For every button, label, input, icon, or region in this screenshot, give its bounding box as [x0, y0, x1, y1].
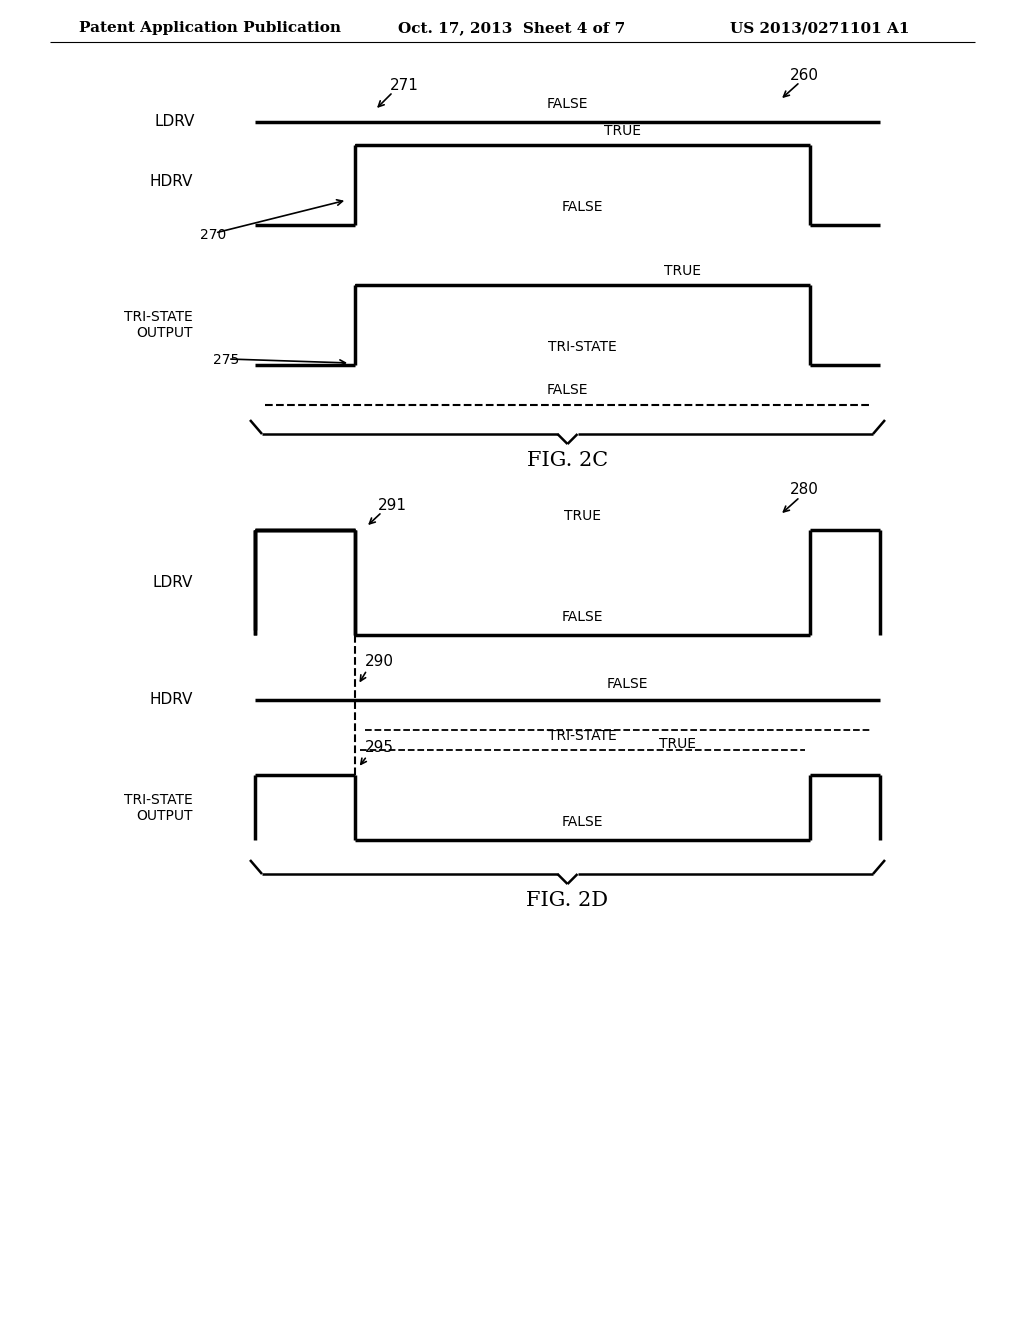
Text: 290: 290: [365, 655, 394, 669]
Text: LDRV: LDRV: [155, 115, 195, 129]
Text: TRI-STATE: TRI-STATE: [548, 729, 616, 743]
Text: FIG. 2D: FIG. 2D: [526, 891, 608, 909]
Text: TRUE: TRUE: [659, 737, 696, 751]
Text: TRI-STATE: TRI-STATE: [124, 310, 193, 323]
Text: 271: 271: [390, 78, 419, 92]
Text: 291: 291: [378, 498, 407, 512]
Text: TRUE: TRUE: [664, 264, 701, 279]
Text: HDRV: HDRV: [150, 173, 193, 189]
Text: FALSE: FALSE: [547, 383, 588, 397]
Text: TRUE: TRUE: [564, 510, 601, 523]
Text: FALSE: FALSE: [607, 677, 648, 690]
Text: 275: 275: [213, 352, 240, 367]
Text: TRI-STATE: TRI-STATE: [548, 341, 616, 354]
Text: TRI-STATE: TRI-STATE: [124, 792, 193, 807]
Text: 295: 295: [365, 741, 394, 755]
Text: TRUE: TRUE: [604, 124, 641, 139]
Text: US 2013/0271101 A1: US 2013/0271101 A1: [730, 21, 909, 36]
Text: FALSE: FALSE: [562, 610, 603, 624]
Text: FIG. 2C: FIG. 2C: [527, 450, 608, 470]
Text: OUTPUT: OUTPUT: [136, 808, 193, 822]
Text: Patent Application Publication: Patent Application Publication: [79, 21, 341, 36]
Text: FALSE: FALSE: [562, 201, 603, 214]
Text: 260: 260: [790, 67, 819, 82]
Text: OUTPUT: OUTPUT: [136, 326, 193, 341]
Text: 270: 270: [200, 228, 226, 242]
Text: Oct. 17, 2013  Sheet 4 of 7: Oct. 17, 2013 Sheet 4 of 7: [398, 21, 626, 36]
Text: HDRV: HDRV: [150, 693, 193, 708]
Text: FALSE: FALSE: [547, 96, 588, 111]
Text: 280: 280: [790, 483, 819, 498]
Text: FALSE: FALSE: [562, 814, 603, 829]
Text: LDRV: LDRV: [153, 576, 193, 590]
